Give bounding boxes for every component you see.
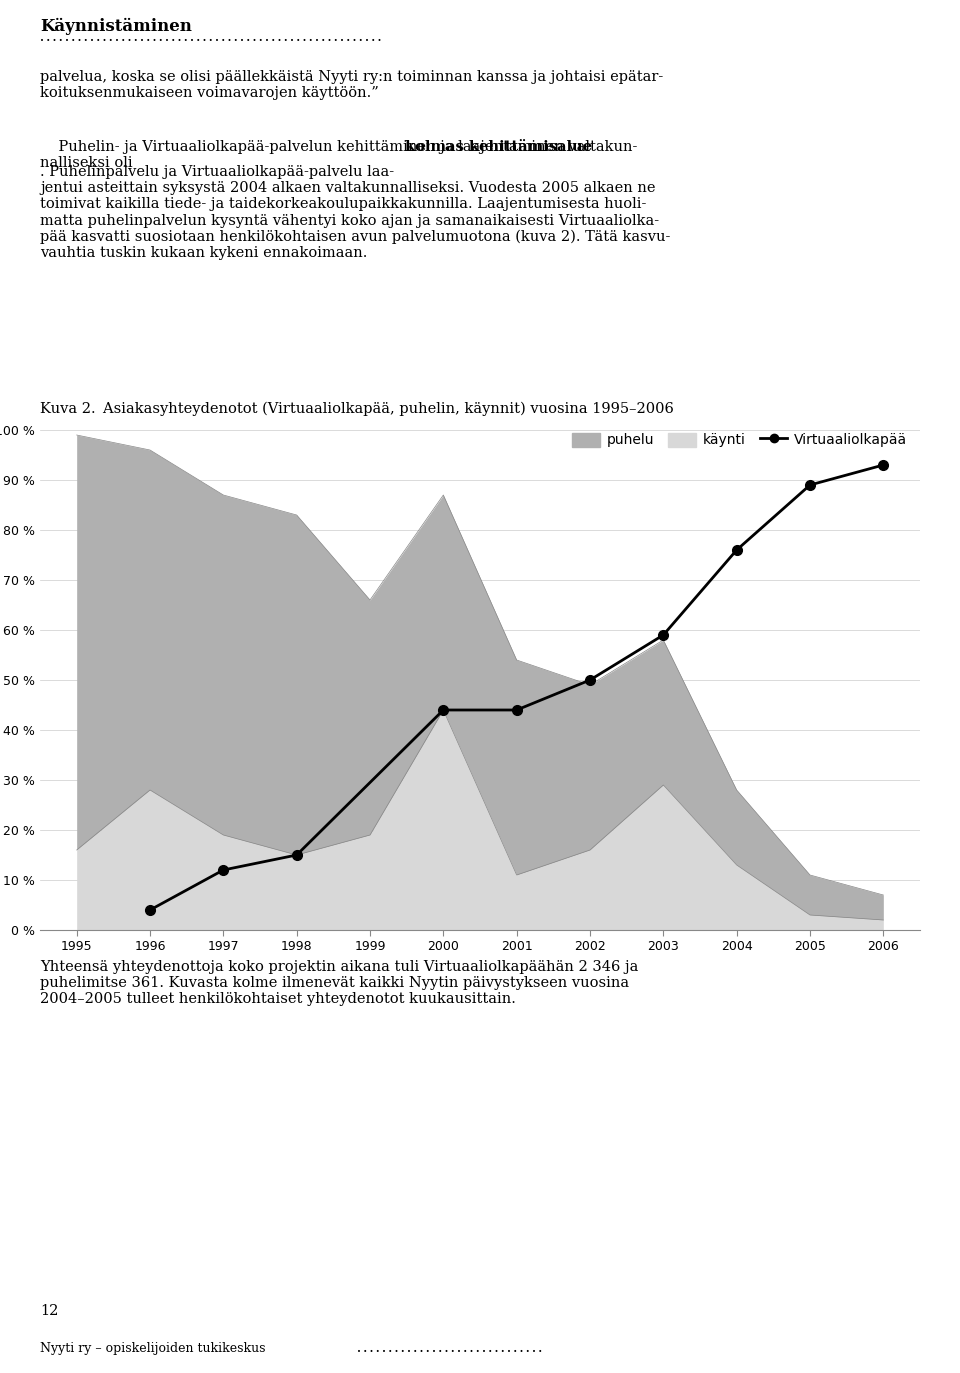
Text: Puhelin- ja Virtuaaliolkapää-palvelun kehittäminen ja laajentaminen valtakun-
na: Puhelin- ja Virtuaaliolkapää-palvelun ke… [40, 140, 637, 170]
Text: kolmas kehittämisalue: kolmas kehittämisalue [405, 140, 592, 154]
Text: Nyyti ry – opiskelijoiden tukikeskus: Nyyti ry – opiskelijoiden tukikeskus [40, 1341, 266, 1355]
Legend: puhelu, käynti, Virtuaaliolkapää: puhelu, käynti, Virtuaaliolkapää [566, 427, 913, 453]
Text: 12: 12 [40, 1304, 59, 1318]
Text: Käynnistäminen: Käynnistäminen [40, 18, 192, 36]
Text: . Puhelinpalvelu ja Virtuaaliolkapää-palvelu laa-
jentui asteittain syksystä 200: . Puhelinpalvelu ja Virtuaaliolkapää-pal… [40, 165, 670, 261]
Text: Kuva 2. Asiakasyhteydenotot (Virtuaaliolkapää, puhelin, käynnit) vuosina 1995–20: Kuva 2. Asiakasyhteydenotot (Virtuaaliol… [40, 402, 674, 416]
Text: • • • • • • • • • • • • • • • • • • • • • • • • • • • • • •: • • • • • • • • • • • • • • • • • • • • … [357, 1350, 544, 1355]
Text: Yhteensä yhteydenottoja koko projektin aikana tuli Virtuaaliolkapäähän 2 346 ja
: Yhteensä yhteydenottoja koko projektin a… [40, 960, 638, 1006]
Text: palvelua, koska se olisi päällekkäistä Nyyti ry:n toiminnan kanssa ja johtaisi e: palvelua, koska se olisi päällekkäistä N… [40, 70, 663, 100]
Text: • • • • • • • • • • • • • • • • • • • • • • • • • • • • • • • • • • • • • • • • : • • • • • • • • • • • • • • • • • • • • … [40, 38, 384, 44]
